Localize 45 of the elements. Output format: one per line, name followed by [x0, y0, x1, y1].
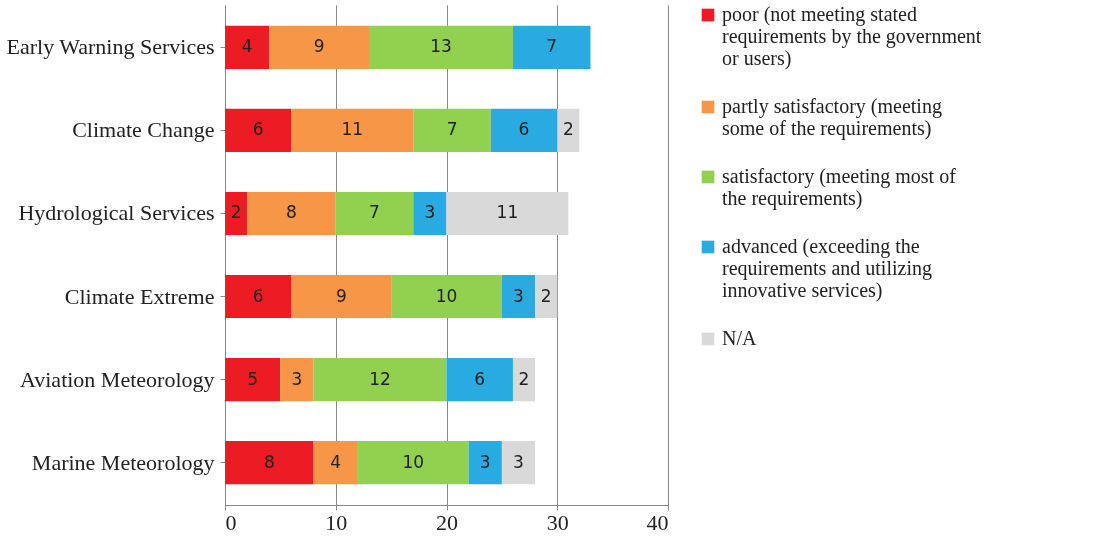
data-label: 7	[546, 36, 558, 57]
data-label: 6	[518, 119, 530, 140]
data-label: 7	[369, 202, 380, 223]
data-label: 11	[341, 119, 364, 140]
y-tick-label: Aviation Meteorology	[20, 366, 215, 392]
data-label: 10	[435, 285, 458, 306]
data-label: 11	[496, 202, 519, 223]
data-label: 6	[252, 119, 264, 140]
data-label: 9	[313, 36, 325, 57]
data-label: 2	[230, 202, 242, 223]
legend-label: poor (not meeting stated requirements by the government or users)	[722, 3, 982, 70]
data-label: 2	[518, 368, 530, 389]
legend-label: partly satisfactory (meeting some of the requirements)	[722, 95, 942, 140]
data-label: 10	[402, 451, 425, 472]
y-tick-label: Climate Extreme	[64, 283, 215, 309]
data-label: 13	[430, 36, 452, 57]
x-tick-label: 40	[646, 509, 669, 535]
data-label: 3	[479, 451, 491, 472]
y-tick-label: Early Warning Services	[6, 34, 215, 60]
data-label: 6	[474, 368, 486, 389]
y-tick-label: Hydrological Services	[18, 200, 215, 226]
data-label: 2	[562, 119, 574, 140]
x-tick-label: 0	[225, 509, 237, 535]
data-label: 12	[369, 368, 391, 389]
data-label: 2	[540, 285, 552, 306]
data-label: 4	[241, 36, 253, 57]
data-label: 3	[424, 202, 436, 223]
data-label: 3	[291, 368, 303, 389]
data-label: 3	[513, 285, 524, 306]
y-tick-label: Marine Meteorology	[31, 449, 215, 475]
data-label: 9	[335, 285, 347, 306]
data-label: 4	[330, 451, 342, 472]
data-label: 8	[263, 451, 275, 472]
y-tick-label: Climate Change	[72, 117, 215, 143]
x-tick-label: 10	[325, 509, 348, 535]
data-label: 6	[252, 285, 264, 306]
x-tick-label: 30	[546, 509, 569, 535]
legend-label: satisfactory (meeting most of the requirements)	[722, 165, 957, 210]
data-label: 5	[247, 368, 259, 389]
legend-label: N/A	[722, 327, 757, 349]
data-label: 3	[513, 451, 524, 472]
data-label: 7	[446, 119, 458, 140]
legend-label: advanced (exceeding the requirements and utilizing innovative services)	[722, 235, 932, 302]
data-label: 8	[286, 202, 297, 223]
x-tick-label: 20	[436, 509, 458, 535]
